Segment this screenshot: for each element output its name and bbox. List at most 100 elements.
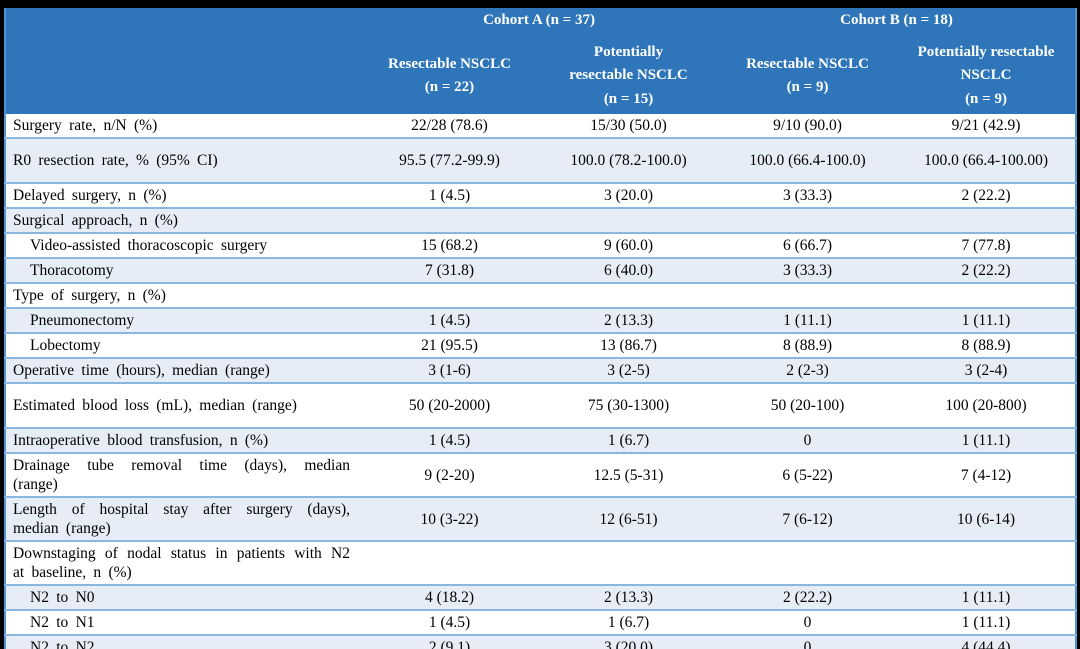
cell-value: 1 (4.5) [428,614,471,631]
cell-value: 6 (40.0) [603,262,654,279]
cohort-header-row: Cohort A (n = 37) Cohort B (n = 18) [5,8,1077,38]
cell-value: 2 (22.2) [961,187,1011,204]
cell-value: 0 [803,432,812,449]
cell-value: 2 (13.3) [603,312,654,329]
table-row: Drainage tube removal time (days), media… [5,453,1077,497]
table-row: N2 to N2 2 (9.1) 3 (20.0) 0 4 (44.4) [5,635,1077,649]
cell-value: 15 (68.2) [421,237,478,254]
cell-value: 1 (4.5) [428,187,471,204]
column-header-label: Resectable NSCLC (n = 22) [388,55,511,95]
cell-value: 12.5 (5-31) [593,466,664,484]
row-label: Length of hospital stay after surgery (d… [13,501,350,537]
cell-value: 9/21 (42.9) [951,117,1021,134]
cell-value [718,541,897,585]
cell-value [360,208,539,233]
cell-value: 9 (60.0) [603,237,654,254]
row-label: Surgery rate, n/N (%) [13,117,158,134]
section-row: Type of surgery, n (%) [5,283,1077,308]
cell-value: 3 (20.0) [603,187,654,204]
cell-value: 3 (33.3) [782,187,833,204]
table-row: Surgery rate, n/N (%) 22/28 (78.6) 15/30 (… [5,114,1077,138]
row-label: R0 resection rate, % (95% CI) [13,152,218,169]
cell-value [539,541,718,585]
row-label: N2 to N1 [30,614,95,631]
row-label: Intraoperative blood transfusion, n (%) [13,432,269,449]
table-body: Surgery rate, n/N (%) 22/28 (78.6) 15/30 (… [5,114,1077,649]
column-header-row: Resectable NSCLC (n = 22) Potentially re… [5,38,1077,114]
row-label: Thoracotomy [30,262,114,279]
row-label: N2 to N0 [30,589,95,606]
cell-value: 1 (11.1) [961,312,1011,329]
row-label: Downstaging of nodal status in patients … [13,545,350,581]
row-label: Type of surgery, n (%) [13,287,166,304]
cell-value: 100.0 (66.4-100.0) [749,152,866,169]
cell-value: 3 (33.3) [782,262,833,279]
cohort-b-header: Cohort B (n = 18) [718,8,1077,38]
cell-value: 12 (6-51) [599,510,658,528]
table-row: N2 to N1 1 (4.5) 1 (6.7) 0 1 (11.1) [5,610,1077,635]
cell-value [360,283,539,308]
table-header: Cohort A (n = 37) Cohort B (n = 18) Rese… [5,8,1077,114]
cell-value: 4 (18.2) [424,589,475,606]
section-row: Downstaging of nodal status in patients … [5,541,1077,585]
cell-value: 100.0 (78.2-100.0) [570,152,687,169]
cell-value: 2 (13.3) [603,589,654,606]
cell-value: 0 [803,614,812,631]
cell-value: 2 (9.1) [428,639,471,649]
cell-value: 15/30 (50.0) [590,117,667,134]
row-label: Lobectomy [30,337,101,354]
cell-value: 1 (11.1) [961,614,1011,631]
row-label: Estimated blood loss (mL), median (range… [13,397,297,414]
column-header-label: Potentially resectable NSCLC (n = 9) [917,44,1055,107]
table-row: Delayed surgery, n (%) 1 (4.5) 3 (20.0) 3 (… [5,183,1077,208]
cell-value [539,283,718,308]
cell-value [360,541,539,585]
cell-value: 10 (3-22) [420,510,479,528]
cell-value [897,541,1076,585]
cell-value: 1 (11.1) [783,312,832,329]
table-row: Pneumonectomy 1 (4.5) 2 (13.3) 1 (11.1) 1 (1… [5,308,1077,333]
cell-value: 75 (30-1300) [587,397,670,414]
cell-value: 7 (6-12) [782,510,833,528]
cell-value: 2 (22.2) [782,589,833,606]
section-row: Surgical approach, n (%) [5,208,1077,233]
cell-value: 1 (11.1) [961,589,1011,606]
cell-value: 13 (86.7) [600,337,657,354]
table-row: N2 to N0 4 (18.2) 2 (13.3) 2 (22.2) 1 (11.1) [5,585,1077,610]
cell-value: 10 (6-14) [956,510,1016,528]
table-row: Lobectomy 21 (95.5) 13 (86.7) 8 (88.9) 8 (88… [5,333,1077,358]
cell-value: 1 (4.5) [428,432,471,449]
row-label: Delayed surgery, n (%) [13,187,167,204]
column-header-resectable-a: Resectable NSCLC (n = 22) [360,38,539,114]
cell-value: 4 (44.4) [961,639,1011,649]
cell-value: 2 (2-3) [786,362,829,379]
cell-value: 100 (20-800) [945,397,1027,414]
cell-value: 21 (95.5) [421,337,478,354]
cell-value: 0 [803,639,812,649]
header-corner [5,38,360,114]
table-row: Operative time (hours), median (range) 3 … [5,358,1077,383]
column-header-label: Resectable NSCLC (n = 9) [746,55,869,95]
row-label: N2 to N2 [30,639,95,649]
cell-value: 3 (1-6) [428,362,471,379]
cell-value: 3 (2-4) [964,362,1008,379]
row-label: Pneumonectomy [30,312,135,329]
cell-value [897,208,1076,233]
row-label: Operative time (hours), median (range) [13,362,270,379]
cell-value [539,208,718,233]
cell-value: 7 (31.8) [424,262,475,279]
cell-value: 7 (77.8) [961,237,1011,254]
table-row: Estimated blood loss (mL), median (range… [5,383,1077,428]
cell-value: 8 (88.9) [961,337,1011,354]
cell-value: 1 (6.7) [607,432,650,449]
row-label: Video-assisted thoracoscopic surgery [30,237,268,254]
cell-value [718,208,897,233]
cell-value: 50 (20-2000) [408,397,491,414]
cell-value: 1 (4.5) [428,312,471,329]
header-corner [5,8,360,38]
cell-value: 6 (66.7) [782,237,833,254]
cell-value: 2 (22.2) [961,262,1011,279]
table-row: Intraoperative blood transfusion, n (%) 1… [5,428,1077,453]
cell-value: 1 (6.7) [607,614,650,631]
cell-value: 8 (88.9) [782,337,833,354]
